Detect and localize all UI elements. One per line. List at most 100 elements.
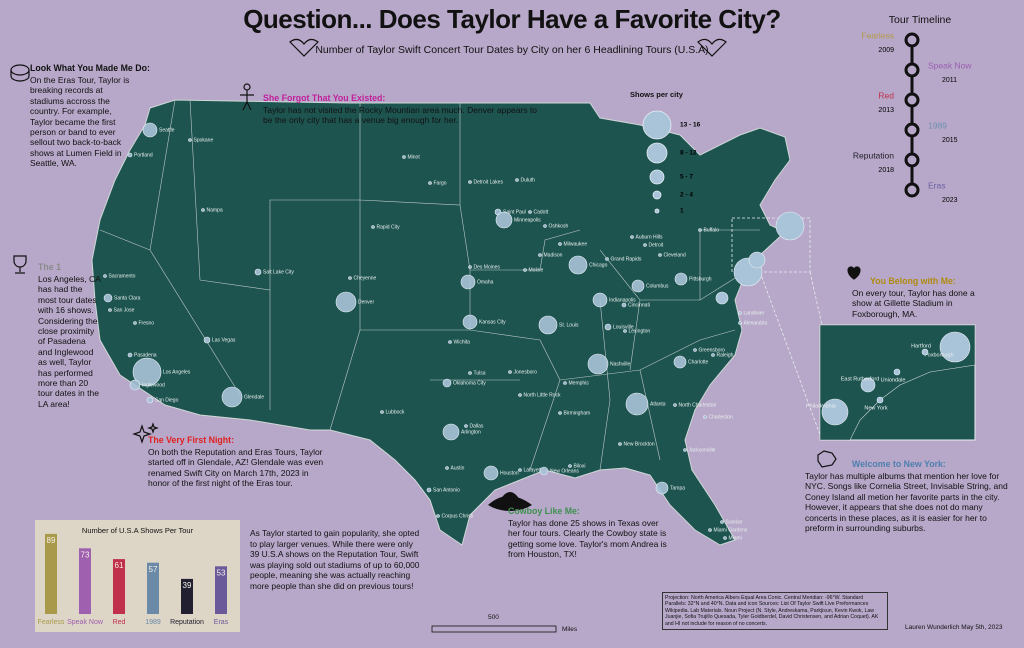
city-label: Saint Paul	[503, 209, 526, 215]
city-symbol	[708, 528, 712, 532]
city-symbol	[703, 415, 707, 419]
annotation-text: Taylor has not visited the Rocky Mountia…	[263, 105, 538, 126]
annotation-text: On every tour, Taylor has done a show at…	[852, 288, 975, 319]
bar	[181, 578, 193, 614]
city-symbol	[468, 265, 472, 269]
city-label: Nashville	[610, 361, 631, 367]
annotation-text: Los Angeles, CA has had the most tour da…	[38, 274, 101, 409]
inset-city-symbol	[939, 331, 971, 363]
city-symbol	[468, 371, 472, 375]
city-label: St. Louis	[559, 322, 579, 328]
value-label: 39	[183, 581, 192, 590]
city-label: Santa Clara	[114, 295, 141, 301]
tour-year: 2023	[942, 197, 958, 204]
city-symbol	[623, 329, 627, 333]
annotation-title: The 1	[38, 262, 61, 272]
city-symbol	[221, 386, 243, 408]
city-label: Minneapolis	[514, 217, 541, 223]
city-symbol	[462, 314, 478, 330]
legend-label: 2 - 4	[680, 192, 693, 199]
value-label: 89	[47, 536, 56, 545]
subtitle: Number of Taylor Swift Concert Tour Date…	[315, 44, 709, 56]
state-borders	[99, 99, 760, 471]
city-label: Buffalo	[704, 227, 720, 233]
city-label: Rapid City	[377, 224, 401, 230]
city-symbol	[132, 357, 162, 387]
category-label: 1989	[145, 619, 161, 626]
paragraph: As Taylor started to gain popularity, sh…	[250, 528, 420, 591]
tour-name: 1989	[928, 120, 947, 130]
timeline-title: Tour Timeline	[888, 14, 952, 26]
city-symbol	[515, 178, 519, 182]
annotation-text: On the Eras Tour, Taylor is breaking rec…	[30, 75, 130, 169]
city-symbol	[448, 340, 452, 344]
city-symbol	[483, 465, 499, 481]
city-label: San Jose	[114, 307, 135, 313]
city-symbol	[604, 323, 612, 331]
city-label: San Diego	[155, 397, 179, 403]
city-label: Oshkosh	[549, 223, 569, 229]
inset-city-label: New York	[864, 405, 887, 411]
city-label: Detroit	[649, 242, 664, 248]
city-label: Tampa	[670, 485, 685, 491]
city-symbol	[711, 353, 715, 357]
bar-chart-title: Number of U.S.A Shows Per Tour	[81, 526, 194, 535]
city-symbol	[108, 308, 112, 312]
city-label: Miami Gardens	[714, 527, 748, 533]
city-label: New Brockton	[624, 441, 655, 447]
city-label: Indianapolis	[609, 297, 636, 303]
bar-chart-panel: Number of U.S.A Shows Per Tour 89 Fearles…	[35, 520, 240, 632]
city-symbol	[426, 487, 432, 493]
tour-name: Reputation	[853, 150, 894, 160]
city-symbol	[188, 138, 192, 142]
city-label: North Charleston	[679, 402, 717, 408]
tour-name: Fearless	[861, 30, 894, 40]
icons	[10, 38, 861, 468]
city-symbol	[508, 370, 512, 374]
city-symbol	[348, 276, 352, 280]
city-symbol	[442, 378, 452, 388]
scale-distance: 500	[488, 614, 499, 621]
city-symbol	[103, 274, 107, 278]
city-symbol	[127, 352, 133, 358]
scale-bar	[431, 625, 557, 633]
city-label: Sunrise	[726, 519, 743, 525]
city-label: Oklahoma City	[453, 380, 486, 386]
category-label: Fearless	[38, 619, 65, 626]
city-symbol	[748, 251, 766, 269]
city-label: Chicago	[589, 262, 608, 268]
inset-city-symbol	[876, 396, 884, 404]
city-label: Jacksonville	[689, 447, 716, 453]
city-symbol	[528, 210, 532, 214]
city-symbol	[625, 392, 649, 416]
tour-name: Eras	[928, 180, 945, 190]
city-label: Sacramento	[109, 273, 136, 279]
city-label: Kansas City	[479, 319, 506, 325]
city-label: Houston	[500, 470, 519, 476]
city-label: Portland	[134, 152, 153, 158]
city-label: Lubbock	[386, 409, 405, 415]
city-label: Tulsa	[474, 370, 486, 376]
title: Question... Does Taylor Have a Favorite …	[243, 4, 781, 34]
city-symbol	[643, 243, 647, 247]
category-label: Reputation	[170, 619, 204, 626]
city-label: Louisville	[613, 324, 634, 330]
city-symbol	[523, 268, 527, 272]
city-symbol	[436, 514, 440, 518]
city-symbol	[539, 466, 549, 476]
annotation-text: Taylor has multiple albums that mention …	[805, 471, 1008, 534]
author: Lauren Wunderlich May 5th, 2023	[905, 624, 1003, 631]
annotation-title: Cowboy Like Me:	[508, 506, 580, 516]
city-symbol	[402, 155, 406, 159]
legend-symbols	[642, 110, 672, 214]
inset-city-symbol	[893, 368, 901, 376]
bar	[79, 548, 91, 614]
bar-chart: 89 Fearless 73 Speak Now 61 Red 57 1989 39 Reputa…	[38, 533, 229, 626]
city-symbol	[495, 211, 513, 229]
legend-title: Shows per city	[630, 90, 683, 99]
city-label: Nampa	[207, 207, 223, 213]
city-label: Cleveland	[664, 252, 686, 258]
city-symbol	[715, 291, 729, 305]
city-label: Cincinnati	[628, 302, 650, 308]
